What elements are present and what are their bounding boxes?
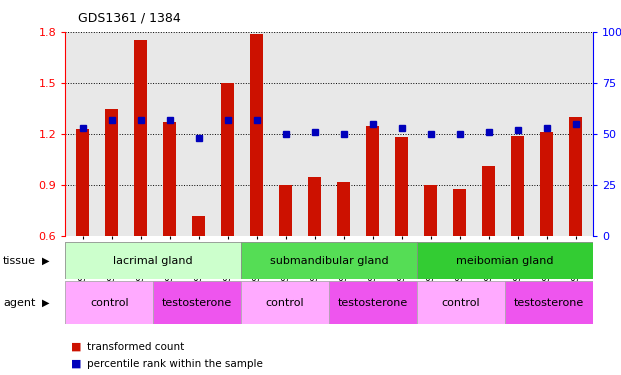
Bar	[250, 34, 263, 236]
Bar	[279, 185, 292, 236]
Bar	[366, 126, 379, 236]
Bar	[192, 216, 205, 236]
Bar	[511, 136, 524, 236]
Bar	[424, 185, 437, 236]
Bar	[417, 281, 505, 324]
Text: ■: ■	[71, 359, 82, 369]
Text: control: control	[266, 298, 304, 308]
Bar	[505, 281, 593, 324]
Bar	[417, 242, 593, 279]
Text: meibomian gland: meibomian gland	[456, 256, 554, 266]
Bar	[308, 177, 321, 236]
Bar	[337, 182, 350, 236]
Bar	[76, 129, 89, 236]
Bar	[241, 242, 417, 279]
Text: tissue: tissue	[3, 256, 36, 266]
Bar	[453, 189, 466, 236]
Bar	[134, 40, 147, 236]
Bar	[329, 281, 417, 324]
Text: testosterone: testosterone	[338, 298, 408, 308]
Bar	[105, 108, 118, 236]
Text: ■: ■	[71, 342, 82, 352]
Bar	[221, 83, 234, 236]
Text: control: control	[442, 298, 481, 308]
Bar	[395, 138, 408, 236]
Text: submandibular gland: submandibular gland	[270, 256, 389, 266]
Text: transformed count: transformed count	[87, 342, 184, 352]
Text: GDS1361 / 1384: GDS1361 / 1384	[78, 11, 180, 24]
Text: lacrimal gland: lacrimal gland	[114, 256, 193, 266]
Bar	[65, 281, 153, 324]
Text: ▶: ▶	[42, 256, 50, 266]
Text: percentile rank within the sample: percentile rank within the sample	[87, 359, 263, 369]
Bar	[65, 242, 241, 279]
Bar	[540, 132, 553, 236]
Text: testosterone: testosterone	[162, 298, 232, 308]
Bar	[482, 166, 495, 236]
Text: ▶: ▶	[42, 298, 50, 308]
Bar	[569, 117, 582, 236]
Text: testosterone: testosterone	[514, 298, 584, 308]
Bar	[241, 281, 329, 324]
Text: control: control	[90, 298, 129, 308]
Bar	[153, 281, 241, 324]
Bar	[163, 122, 176, 236]
Text: agent: agent	[3, 298, 35, 308]
